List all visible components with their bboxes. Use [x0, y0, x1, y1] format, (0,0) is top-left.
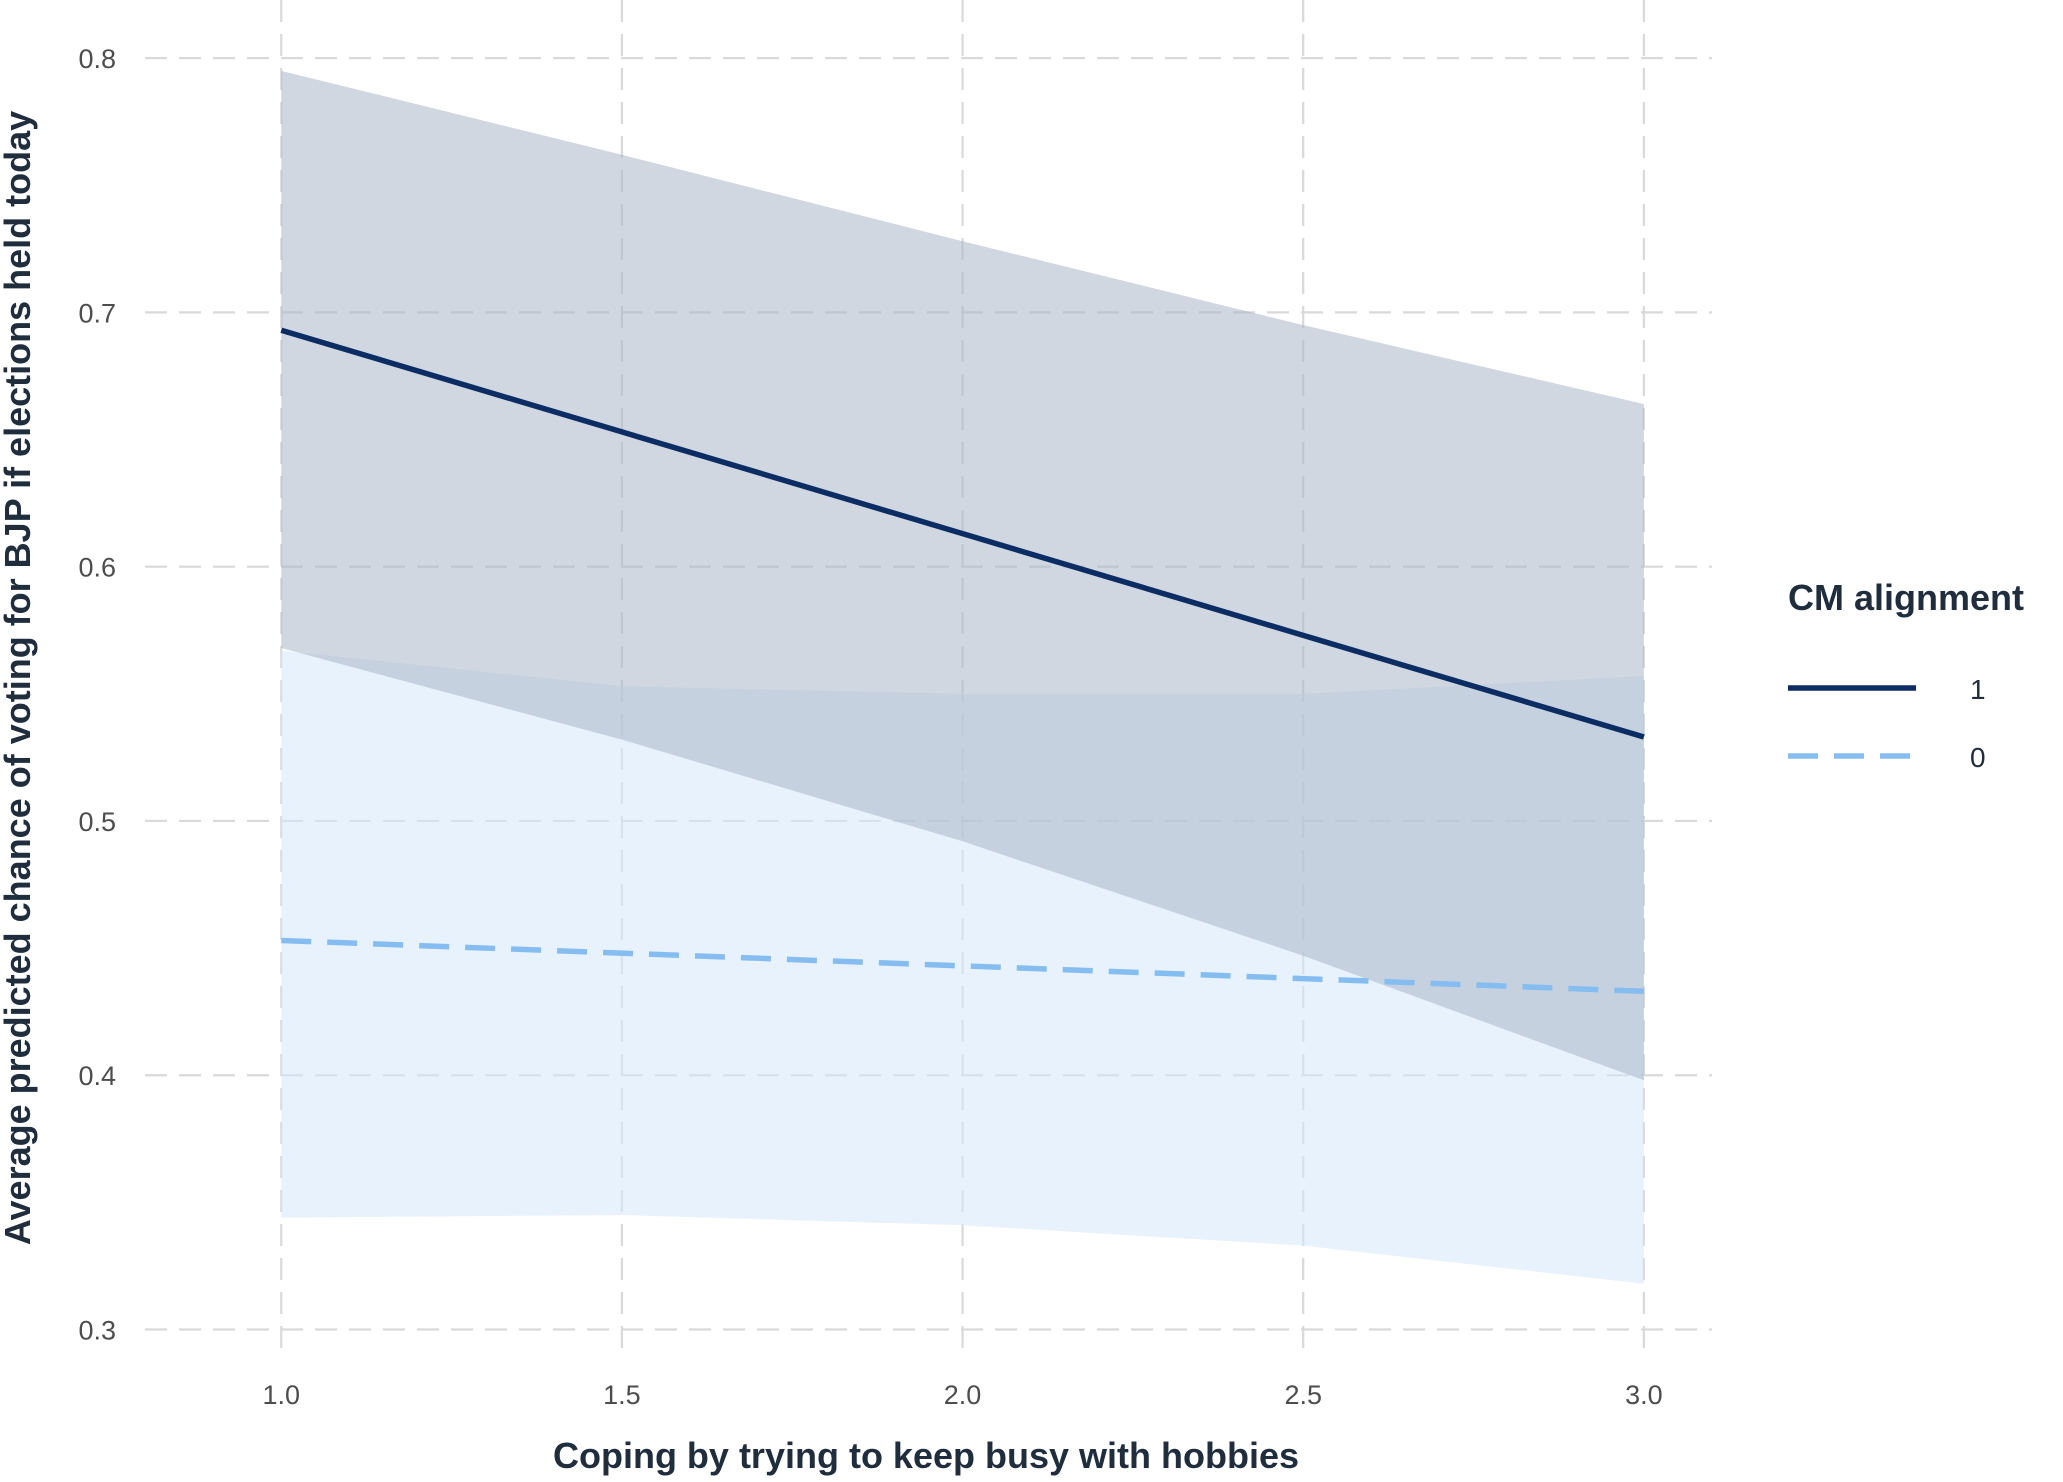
- y-tick-label: 0.8: [78, 44, 116, 74]
- line-series-1: [280, 327, 1645, 740]
- y-tick-label: 0.5: [78, 807, 116, 837]
- x-tick-labels: 1.0 1.5 2.0 2.5 3.0: [262, 1380, 1662, 1410]
- legend-label-series-1: 1: [1970, 674, 1986, 705]
- legend-label-series-0: 0: [1970, 742, 1986, 773]
- x-tick-label: 2.0: [944, 1380, 982, 1410]
- y-tick-labels: 0.3 0.4 0.5 0.6 0.7 0.8: [78, 44, 116, 1345]
- y-tick-label: 0.3: [78, 1315, 116, 1345]
- y-tick-label: 0.7: [78, 298, 116, 328]
- x-tick-label: 2.5: [1284, 1380, 1322, 1410]
- y-tick-label: 0.4: [78, 1061, 116, 1091]
- x-tick-label: 1.5: [603, 1380, 641, 1410]
- x-axis-title: Coping by trying to keep busy with hobbi…: [553, 1435, 1299, 1476]
- series-lines: [280, 327, 1645, 995]
- x-tick-label: 1.0: [262, 1380, 300, 1410]
- legend: CM alignment 1 0: [1788, 577, 2024, 773]
- x-tick-label: 3.0: [1625, 1380, 1663, 1410]
- confidence-bands: [281, 70, 1644, 1284]
- confidence-band-series-1: [281, 70, 1644, 1081]
- y-tick-label: 0.6: [78, 553, 116, 583]
- legend-title: CM alignment: [1788, 577, 2024, 618]
- y-axis-title: Average predicted chance of voting for B…: [0, 111, 38, 1245]
